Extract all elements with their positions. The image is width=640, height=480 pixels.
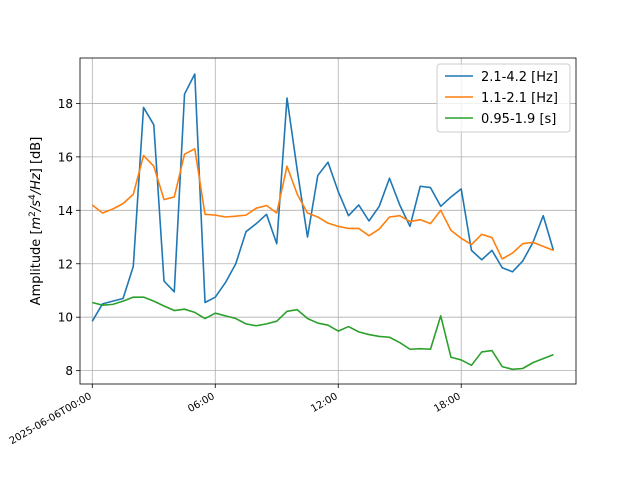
y-axis-label: Amplitude [m2/s4/Hz] [dB] xyxy=(28,137,44,306)
legend-label-1: 1.1-2.1 [Hz] xyxy=(481,91,558,106)
y-tick-label: 10 xyxy=(58,311,73,325)
legend-label-0: 2.1-4.2 [Hz] xyxy=(481,70,558,85)
y-axis-label-prefix: Amplitude [ xyxy=(29,229,44,305)
legend: 2.1-4.2 [Hz] 1.1-2.1 [Hz] 0.95-1.9 [s] xyxy=(436,63,571,133)
y-tick-label: 18 xyxy=(58,97,73,111)
series-line-0 xyxy=(91,73,555,322)
grid-lines xyxy=(80,58,576,384)
y-axis-label-m: m xyxy=(29,217,44,230)
y-tick-label: 16 xyxy=(58,150,73,164)
legend-label-2: 0.95-1.9 [s] xyxy=(481,112,556,127)
y-axis-label-exp4: 4 xyxy=(28,194,38,200)
plot-frame xyxy=(79,57,577,385)
y-axis-label-suffix: ] [dB] xyxy=(29,137,44,174)
y-tick-label: 12 xyxy=(58,257,73,271)
y-tick-label: 8 xyxy=(65,364,73,378)
series-line-2 xyxy=(92,296,554,371)
y-axis-label-s: /s xyxy=(29,200,44,212)
y-axis-label-exp2: 2 xyxy=(28,211,38,217)
y-axis-label-hz: /Hz xyxy=(29,172,44,195)
legend-box xyxy=(436,63,571,133)
y-tick-label: 14 xyxy=(58,204,73,218)
series-lines xyxy=(91,73,555,371)
series-line-1 xyxy=(91,148,554,260)
y-axis-ticks: 8 10 12 14 16 18 xyxy=(58,97,80,378)
